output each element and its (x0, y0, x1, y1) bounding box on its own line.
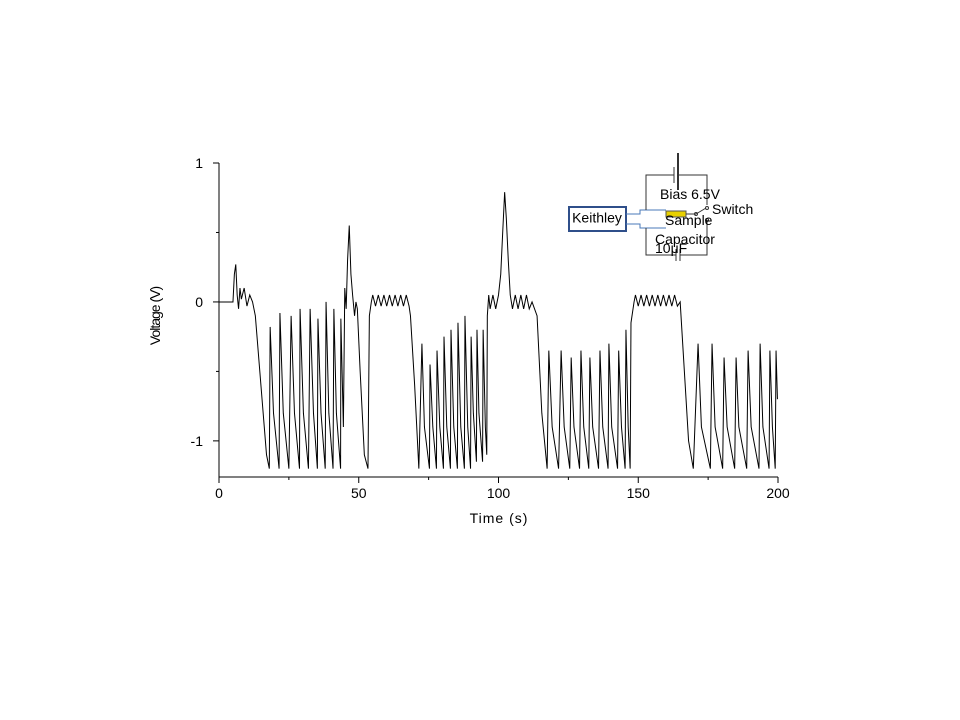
wire (678, 174, 708, 205)
x-tick-label: 200 (766, 485, 790, 501)
inset-label: Capacitor (655, 231, 715, 247)
x-tick-label: 150 (627, 485, 651, 501)
x-tick-label: 100 (487, 485, 511, 501)
wire (680, 220, 708, 256)
y-tick-label: -1 (191, 433, 204, 449)
x-axis-label: Time (s) (470, 510, 529, 526)
wire (645, 174, 674, 210)
inset-diagram (568, 153, 709, 261)
wire (626, 209, 666, 215)
x-tick-label: 0 (215, 485, 223, 501)
inset-label: Keithley (572, 210, 622, 226)
inset-label: 10μF (655, 240, 687, 256)
switch-pin (694, 212, 698, 216)
inset-label: Sample (665, 212, 713, 228)
data-line (219, 192, 778, 469)
wire (626, 223, 666, 229)
y-axis-label: Voltage (V) (147, 287, 163, 346)
x-tick-label: 50 (351, 485, 367, 501)
switch-pin (705, 206, 709, 210)
y-tick-label: 0 (195, 294, 203, 310)
wire (645, 228, 676, 256)
y-tick-label: 1 (195, 155, 203, 171)
inset-label: Bias 6.5V (660, 186, 721, 202)
inset-label: Switch (712, 201, 753, 217)
keithley-box (568, 206, 627, 232)
